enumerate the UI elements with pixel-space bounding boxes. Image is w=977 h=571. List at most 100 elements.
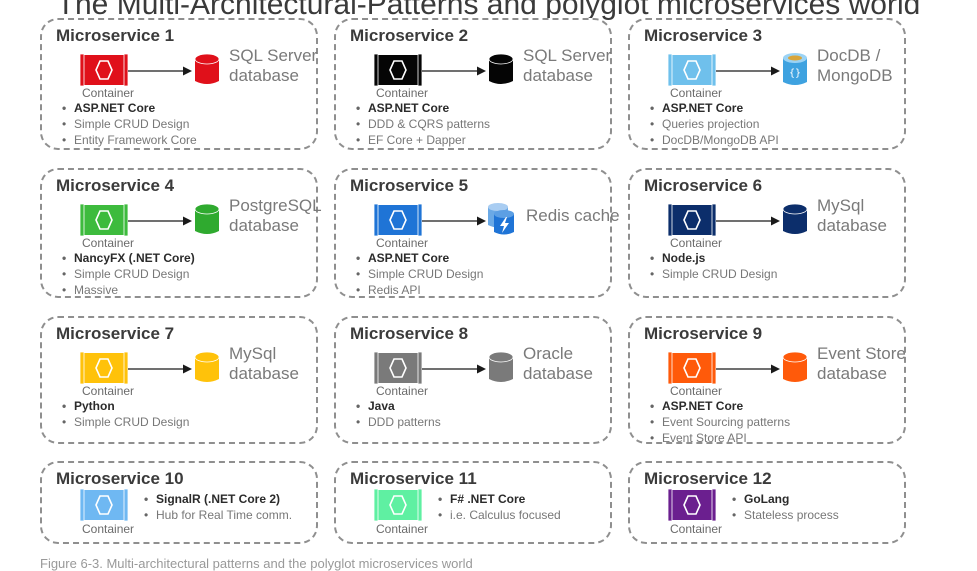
container-icon (79, 351, 129, 389)
microservice-title: Microservice 10 (56, 469, 184, 488)
connection-arrow (422, 64, 486, 82)
database-label-line: SQL Server (229, 46, 318, 65)
database-label-line: Event Store (817, 344, 906, 363)
database-label: MySql database (817, 196, 887, 236)
connection-arrow (128, 214, 192, 232)
connection-arrow (716, 362, 780, 380)
microservice-card: Microservice 10 Container SignalR (.NET Co… (40, 461, 318, 544)
primary-technology: ASP.NET Core (356, 100, 490, 116)
microservice-title: Microservice 3 (644, 26, 763, 45)
primary-technology: SignalR (.NET Core 2) (144, 491, 292, 507)
figure-caption: Figure 6-3. Multi-architectural patterns… (40, 556, 473, 571)
technology-item: EF Core + Dapper (356, 132, 490, 148)
database-label-line: MySql (229, 344, 277, 363)
primary-technology: ASP.NET Core (356, 250, 483, 266)
technology-list: SignalR (.NET Core 2)Hub for Real Time c… (144, 491, 292, 523)
primary-technology: Node.js (650, 250, 777, 266)
primary-technology: GoLang (732, 491, 839, 507)
microservice-title: Microservice 12 (644, 469, 772, 488)
connection-arrow (422, 362, 486, 380)
postgres-database-icon (192, 202, 222, 243)
container-icon (79, 53, 129, 91)
technology-item: Event Store API (650, 430, 790, 446)
technology-list: JavaDDD patterns (356, 398, 441, 430)
technology-list: ASP.NET CoreEvent Sourcing patternsEvent… (650, 398, 790, 446)
microservice-title: Microservice 4 (56, 176, 175, 195)
technology-list: ASP.NET CoreSimple CRUD DesignRedis API (356, 250, 483, 298)
svg-text:{}: {} (789, 68, 801, 79)
database-label-line: SQL Server (523, 46, 612, 65)
technology-list: ASP.NET CoreSimple CRUD DesignEntity Fra… (62, 100, 197, 148)
container-label: Container (82, 522, 135, 536)
technology-item: Entity Framework Core (62, 132, 197, 148)
container-label: Container (82, 384, 135, 398)
technology-list: ASP.NET CoreDDD & CQRS patternsEF Core +… (356, 100, 490, 148)
microservice-title: Microservice 9 (644, 324, 763, 343)
technology-list: PythonSimple CRUD Design (62, 398, 189, 430)
technology-item: Redis API (356, 282, 483, 298)
container-label: Container (670, 86, 723, 100)
container-icon (667, 203, 717, 241)
microservice-title: Microservice 5 (350, 176, 469, 195)
database-label: PostgreSQL database (229, 196, 322, 236)
container-icon (373, 488, 423, 526)
primary-technology: ASP.NET Core (650, 398, 790, 414)
technology-item: i.e. Calculus focused (438, 507, 561, 523)
database-label: Event Store database (817, 344, 906, 384)
container-label: Container (376, 522, 429, 536)
container-icon (373, 53, 423, 91)
database-label-line: PostgreSQL (229, 196, 322, 215)
technology-item: Simple CRUD Design (62, 116, 197, 132)
microservice-card: Microservice 1 Container SQL Server databas… (40, 18, 318, 150)
technology-item: DocDB/MongoDB API (650, 132, 779, 148)
database-label-line: database (229, 66, 299, 85)
database-label-line: database (229, 216, 299, 235)
technology-list: Node.jsSimple CRUD Design (650, 250, 777, 282)
microservice-title: Microservice 6 (644, 176, 763, 195)
primary-technology: Java (356, 398, 441, 414)
primary-technology: Python (62, 398, 189, 414)
microservice-card: Microservice 3 Container {} DocDB /MongoDB A… (628, 18, 906, 150)
container-icon (373, 351, 423, 389)
database-label-line: database (523, 364, 593, 383)
technology-list: NancyFX (.NET Core)Simple CRUD DesignMas… (62, 250, 195, 298)
database-label: Oracle database (523, 344, 593, 384)
connection-arrow (716, 64, 780, 82)
microservice-title: Microservice 11 (350, 469, 477, 488)
container-icon (79, 488, 129, 526)
technology-item: DDD patterns (356, 414, 441, 430)
microservice-card: Microservice 12 Container GoLangStateless … (628, 461, 906, 544)
container-label: Container (376, 86, 429, 100)
technology-item: Queries projection (650, 116, 779, 132)
container-icon (79, 203, 129, 241)
database-label-line: database (817, 216, 887, 235)
microservice-card: Microservice 5 Container Redis cache ASP.NE… (334, 168, 620, 298)
technology-item: Simple CRUD Design (62, 414, 189, 430)
container-label: Container (670, 522, 723, 536)
microservice-card: Microservice 2 Container SQL Server databas… (334, 18, 612, 150)
technology-item: Event Sourcing patterns (650, 414, 790, 430)
connection-arrow (716, 214, 780, 232)
database-label-line: database (523, 66, 593, 85)
technology-list: GoLangStateless process (732, 491, 839, 523)
microservice-title: Microservice 2 (350, 26, 469, 45)
database-label-line: DocDB / (817, 46, 881, 65)
database-label-line: database (229, 364, 299, 383)
microservice-title: Microservice 7 (56, 324, 175, 343)
diagram-title: The Multi-Architectural-Patterns and pol… (56, 0, 921, 21)
connection-arrow (422, 214, 486, 232)
microservice-title: Microservice 1 (56, 26, 175, 45)
container-label: Container (670, 236, 723, 250)
database-label: SQL Server database (229, 46, 317, 86)
mysql-database-icon (192, 350, 222, 391)
technology-item: Simple CRUD Design (356, 266, 483, 282)
technology-list: F# .NET Corei.e. Calculus focused (438, 491, 561, 523)
technology-item: Simple CRUD Design (650, 266, 777, 282)
technology-item: DDD & CQRS patterns (356, 116, 490, 132)
container-label: Container (670, 384, 723, 398)
container-icon (667, 351, 717, 389)
technology-list: ASP.NET CoreQueries projectionDocDB/Mong… (650, 100, 779, 148)
